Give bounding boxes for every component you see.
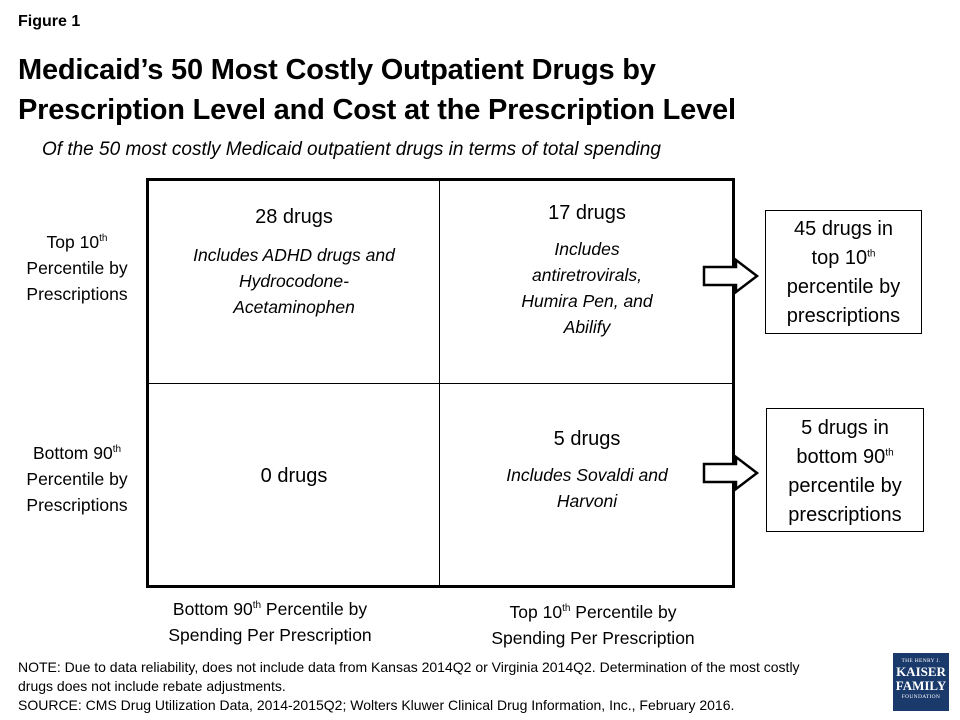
arrow-top-icon	[700, 257, 762, 295]
cell-top-right-note-4: Abilify	[441, 314, 733, 340]
summary-bottom-sup: th	[885, 447, 893, 458]
logo-line-4: FOUNDATION	[893, 693, 949, 701]
cell-top-right-note-2: antiretrovirals,	[441, 262, 733, 288]
row-bottom-c: Prescriptions	[12, 492, 142, 518]
cell-top-left-note-3: Acetaminophen	[150, 294, 438, 320]
summary-top-l2: top 10	[812, 247, 868, 269]
cell-bottom-left: 0 drugs	[150, 463, 438, 489]
col-left-sup: th	[253, 600, 261, 611]
footer-notes: NOTE: Due to data reliability, does not …	[18, 658, 858, 715]
cell-top-left: 28 drugs Includes ADHD drugs and Hydroco…	[150, 204, 438, 320]
row-bottom-a: Bottom 90	[33, 443, 113, 463]
summary-top-l3: percentile by	[766, 273, 921, 302]
cell-bottom-right: 5 drugs Includes Sovaldi and Harvoni	[441, 426, 733, 514]
column-label-left: Bottom 90th Percentile by Spending Per P…	[146, 596, 394, 648]
column-label-right: Top 10th Percentile by Spending Per Pres…	[468, 599, 718, 651]
cell-bottom-right-count: 5 drugs	[441, 426, 733, 452]
col-left-b: Spending Per Prescription	[146, 622, 394, 648]
summary-bottom-l2: bottom 90	[796, 446, 885, 468]
summary-box-top: 45 drugs in top 10th percentile by presc…	[765, 210, 922, 334]
row-top-a: Top 10	[47, 232, 100, 252]
row-bottom-sup: th	[113, 444, 121, 455]
summary-bottom-l4: prescriptions	[767, 501, 923, 530]
subtitle: Of the 50 most costly Medicaid outpatien…	[42, 139, 661, 161]
row-top-c: Prescriptions	[12, 281, 142, 307]
footer-source: SOURCE: CMS Drug Utilization Data, 2014-…	[18, 696, 858, 715]
col-right-a: Top 10	[510, 602, 563, 622]
footer-note-2: drugs does not include rebate adjustment…	[18, 677, 858, 696]
col-right-a2: Percentile by	[570, 602, 676, 622]
row-label-bottom: Bottom 90th Percentile by Prescriptions	[12, 440, 142, 518]
row-bottom-b: Percentile by	[12, 466, 142, 492]
cell-top-right: 17 drugs Includes antiretrovirals, Humir…	[441, 200, 733, 340]
col-left-a: Bottom 90	[173, 599, 253, 619]
row-top-b: Percentile by	[12, 255, 142, 281]
cell-top-left-note-1: Includes ADHD drugs and	[150, 242, 438, 268]
logo-line-2: KAISER	[893, 665, 949, 679]
row-top-sup: th	[99, 233, 107, 244]
summary-top-l4: prescriptions	[766, 302, 921, 331]
cell-top-right-note-3: Humira Pen, and	[441, 288, 733, 314]
kff-logo: THE HENRY J. KAISER FAMILY FOUNDATION	[893, 653, 949, 711]
summary-bottom-l3: percentile by	[767, 472, 923, 501]
footer-note-1: NOTE: Due to data reliability, does not …	[18, 658, 858, 677]
page-title: Medicaid’s 50 Most Costly Outpatient Dru…	[18, 50, 938, 130]
cell-bottom-right-note-1: Includes Sovaldi and	[441, 462, 733, 488]
matrix-horizontal-divider	[148, 383, 733, 384]
figure-label: Figure 1	[18, 13, 80, 31]
summary-top-l1: 45 drugs in	[766, 215, 921, 244]
row-label-top: Top 10th Percentile by Prescriptions	[12, 229, 142, 307]
col-left-a2: Percentile by	[261, 599, 367, 619]
arrow-bottom-icon	[700, 454, 762, 492]
cell-bottom-left-count: 0 drugs	[150, 463, 438, 489]
title-line-1: Medicaid’s 50 Most Costly Outpatient Dru…	[18, 50, 938, 90]
cell-top-right-count: 17 drugs	[441, 200, 733, 226]
summary-box-bottom: 5 drugs in bottom 90th percentile by pre…	[766, 408, 924, 532]
cell-top-left-note-2: Hydrocodone-	[150, 268, 438, 294]
cell-bottom-right-note-2: Harvoni	[441, 488, 733, 514]
summary-bottom-l1: 5 drugs in	[767, 414, 923, 443]
summary-top-sup: th	[867, 248, 875, 259]
title-line-2: Prescription Level and Cost at the Presc…	[18, 90, 938, 130]
cell-top-right-note-1: Includes	[441, 236, 733, 262]
col-right-b: Spending Per Prescription	[468, 625, 718, 651]
cell-top-left-count: 28 drugs	[150, 204, 438, 230]
logo-line-3: FAMILY	[893, 679, 949, 693]
